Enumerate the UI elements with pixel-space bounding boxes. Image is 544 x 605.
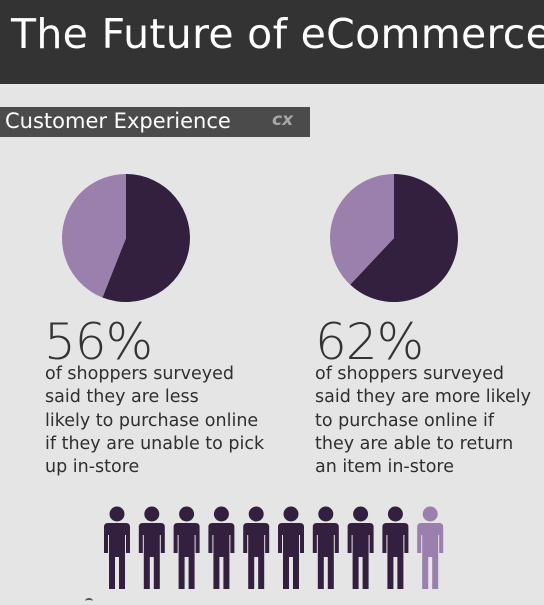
section-label: Customer Experience cx	[0, 107, 310, 137]
stat-left-line: up in-store	[45, 457, 140, 478]
stat-left-line: if they are unable to pick	[45, 433, 265, 454]
pie-chart-left	[61, 174, 190, 302]
cx-badge: cx	[272, 110, 294, 130]
pie-slice-light	[330, 174, 394, 285]
person-icon-dark	[278, 506, 304, 589]
pie-slice-light	[61, 174, 126, 298]
person-icon-dark	[347, 506, 374, 589]
person-icon-dark	[312, 506, 339, 589]
pie-slice-dark	[102, 174, 190, 302]
stat-right-line: they are able to return	[315, 433, 514, 454]
stat-right-line: an item in-store	[315, 457, 455, 478]
stat-right-line: to purchase online if	[315, 410, 494, 431]
section-label-text: Customer Experience	[5, 109, 231, 133]
stat-right-description: of shoppers surveyed said they are more …	[315, 363, 544, 479]
person-icon-dark	[243, 506, 270, 589]
stat-right-line: of shoppers surveyed	[315, 364, 504, 384]
page-title: The Future of eCommerce	[11, 10, 544, 58]
person-icon-light	[417, 506, 444, 589]
stat-left-value: 56%	[44, 313, 153, 371]
person-icon-dark	[104, 506, 130, 589]
pie-chart-right	[330, 174, 458, 302]
stat-left-line: likely to purchase online	[45, 410, 259, 431]
person-icon-dark	[208, 506, 235, 589]
header-banner: The Future of eCommerce	[0, 0, 544, 84]
stat-left-line: of shoppers surveyed	[45, 364, 234, 384]
stat-left-line: said they are less	[45, 387, 199, 408]
pie-slice-dark	[350, 174, 458, 302]
stat-right-value: 62%	[315, 313, 424, 371]
person-icon-dark	[138, 506, 165, 589]
person-icon-dark	[382, 506, 409, 589]
person-icon-dark	[173, 506, 200, 589]
stat-right-line: said they are more likely	[315, 387, 531, 408]
stat-left-description: of shoppers surveyed said they are less …	[45, 363, 290, 479]
decorative-mark	[85, 598, 93, 604]
people-pictograph	[104, 506, 444, 589]
